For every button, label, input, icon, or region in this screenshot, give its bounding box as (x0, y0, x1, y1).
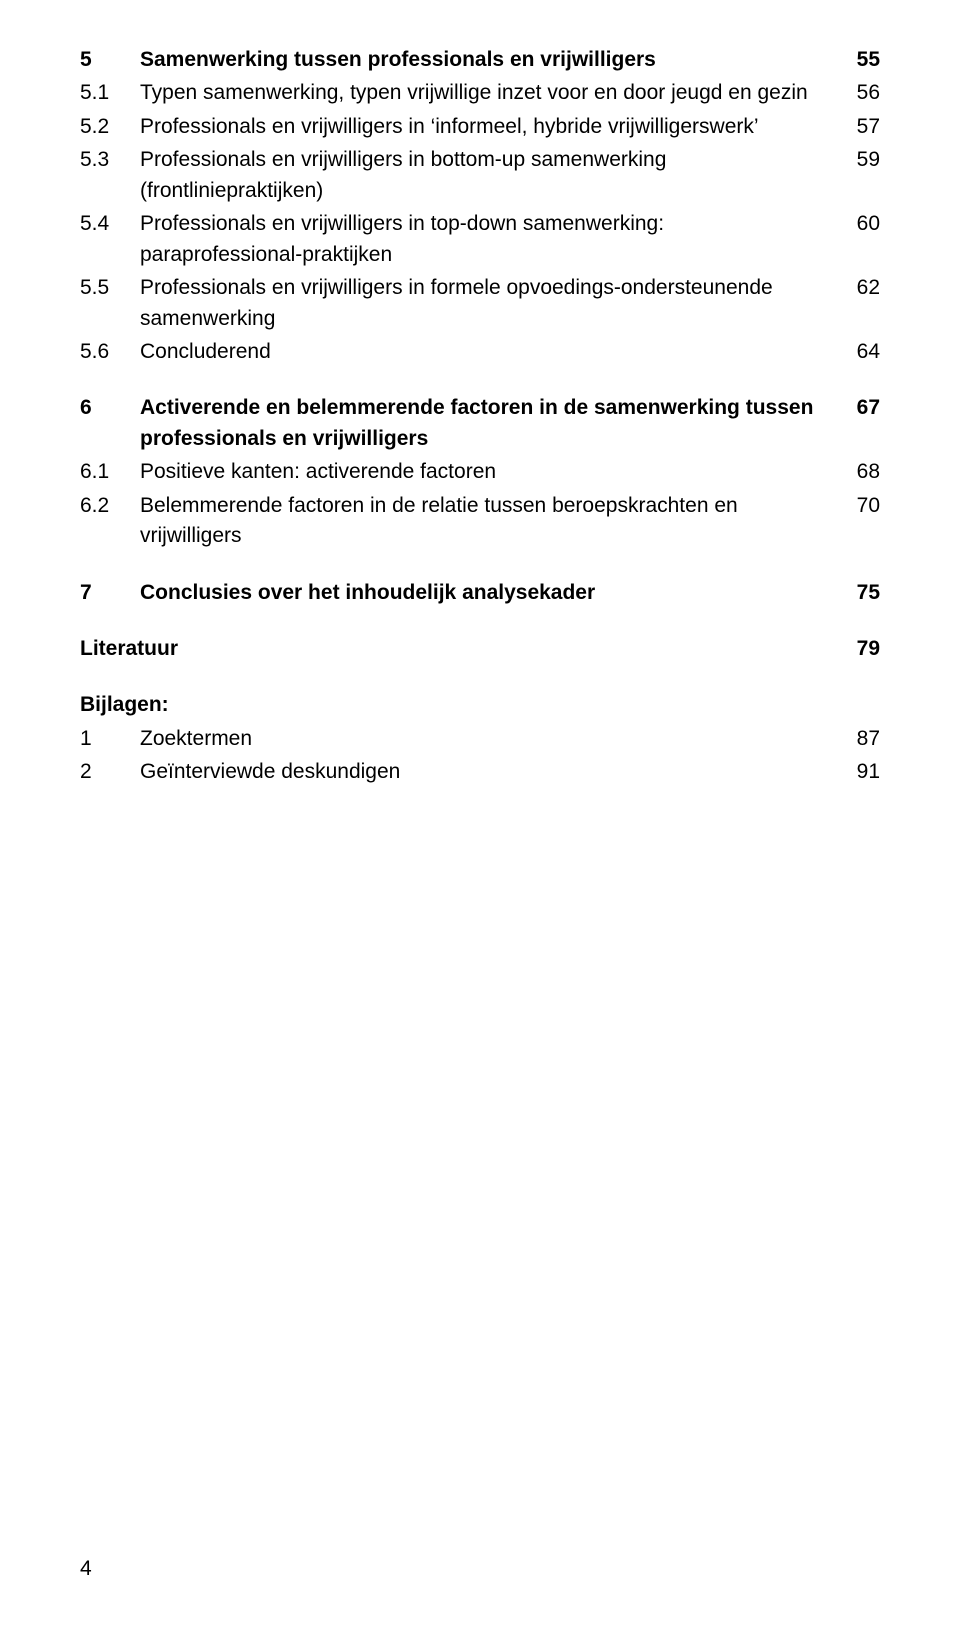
toc-num: 5.1 (80, 78, 140, 108)
toc-num: 7 (80, 578, 140, 608)
toc-heading-7: 7 Conclusies over het inhoudelijk analys… (80, 578, 880, 608)
toc-title: Activerende en belemmerende factoren in … (140, 393, 840, 454)
toc-page: 87 (840, 724, 880, 754)
toc-num: 6.1 (80, 457, 140, 487)
toc-num: 5.5 (80, 273, 140, 303)
toc-title: Bijlagen: (80, 690, 840, 720)
toc-heading-6: 6 Activerende en belemmerende factoren i… (80, 393, 880, 454)
toc-num: 5.3 (80, 145, 140, 175)
toc-container: 5 Samenwerking tussen professionals en v… (80, 45, 880, 788)
toc-title: Positieve kanten: activerende factoren (140, 457, 840, 487)
toc-page: 75 (840, 578, 880, 608)
toc-num: 5 (80, 45, 140, 75)
toc-entry-5-3: 5.3 Professionals en vrijwilligers in bo… (80, 145, 880, 206)
toc-title: Conclusies over het inhoudelijk analysek… (140, 578, 840, 608)
toc-num: 5.6 (80, 337, 140, 367)
toc-entry-bijlage-2: 2 Geïnterviewde deskundigen 91 (80, 757, 880, 787)
toc-page: 91 (840, 757, 880, 787)
toc-page: 60 (840, 209, 880, 239)
toc-num: 6.2 (80, 491, 140, 521)
toc-num: 1 (80, 724, 140, 754)
toc-title: Professionals en vrijwilligers in ‘infor… (140, 112, 840, 142)
toc-entry-5-6: 5.6 Concluderend 64 (80, 337, 880, 367)
toc-page: 62 (840, 273, 880, 303)
toc-title: Zoektermen (140, 724, 840, 754)
toc-page: 79 (840, 634, 880, 664)
toc-title: Typen samenwerking, typen vrijwillige in… (140, 78, 840, 108)
toc-entry-5-1: 5.1 Typen samenwerking, typen vrijwillig… (80, 78, 880, 108)
toc-heading-bijlagen: Bijlagen: (80, 690, 880, 720)
toc-num: 5.2 (80, 112, 140, 142)
toc-title: Concluderend (140, 337, 840, 367)
toc-page: 64 (840, 337, 880, 367)
toc-entry-6-2: 6.2 Belemmerende factoren in de relatie … (80, 491, 880, 552)
toc-entry-6-1: 6.1 Positieve kanten: activerende factor… (80, 457, 880, 487)
toc-title: Geïnterviewde deskundigen (140, 757, 840, 787)
toc-title: Literatuur (80, 634, 840, 664)
toc-num: 2 (80, 757, 140, 787)
toc-title: Professionals en vrijwilligers in top-do… (140, 209, 840, 270)
toc-title: Professionals en vrijwilligers in formel… (140, 273, 840, 334)
page-number: 4 (80, 1557, 92, 1581)
toc-num: 6 (80, 393, 140, 423)
toc-num: 5.4 (80, 209, 140, 239)
toc-page: 68 (840, 457, 880, 487)
toc-title: Professionals en vrijwilligers in bottom… (140, 145, 840, 206)
toc-page: 70 (840, 491, 880, 521)
toc-page: 57 (840, 112, 880, 142)
toc-page: 55 (840, 45, 880, 75)
toc-page: 56 (840, 78, 880, 108)
toc-entry-5-2: 5.2 Professionals en vrijwilligers in ‘i… (80, 112, 880, 142)
toc-entry-bijlage-1: 1 Zoektermen 87 (80, 724, 880, 754)
toc-heading-5: 5 Samenwerking tussen professionals en v… (80, 45, 880, 75)
toc-entry-5-5: 5.5 Professionals en vrijwilligers in fo… (80, 273, 880, 334)
toc-entry-5-4: 5.4 Professionals en vrijwilligers in to… (80, 209, 880, 270)
toc-page: 59 (840, 145, 880, 175)
toc-title: Belemmerende factoren in de relatie tuss… (140, 491, 840, 552)
toc-page: 67 (840, 393, 880, 423)
toc-heading-literatuur: Literatuur 79 (80, 634, 880, 664)
toc-title: Samenwerking tussen professionals en vri… (140, 45, 840, 75)
